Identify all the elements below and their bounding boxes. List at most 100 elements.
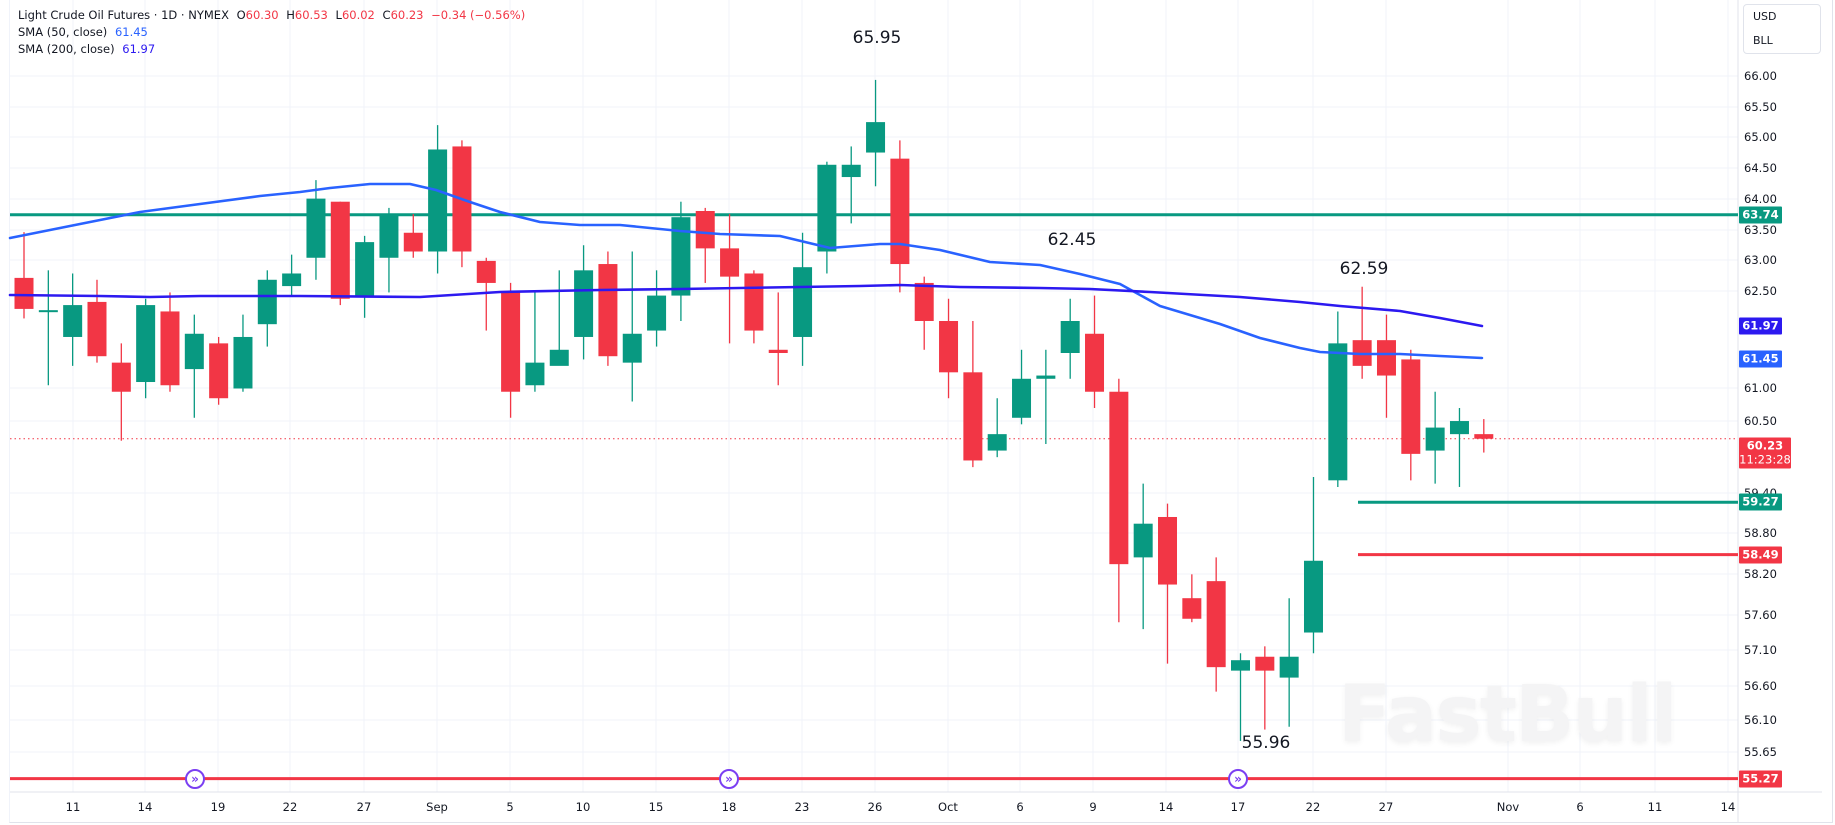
candle[interactable] <box>914 276 934 350</box>
time-tick: 18 <box>721 800 737 814</box>
candle[interactable] <box>1279 598 1299 727</box>
sma50-line[interactable] <box>8 182 1484 360</box>
candle[interactable] <box>1303 477 1323 654</box>
close-value: 60.23 <box>390 8 424 22</box>
candle[interactable] <box>379 207 399 293</box>
candle[interactable] <box>744 270 764 344</box>
candle[interactable] <box>184 314 204 418</box>
candle[interactable] <box>306 180 326 280</box>
price-annotation: 65.95 <box>852 28 902 48</box>
candle[interactable] <box>87 279 107 363</box>
candle[interactable] <box>14 232 34 319</box>
candle[interactable] <box>574 245 594 360</box>
candle[interactable] <box>1401 349 1421 481</box>
candle[interactable] <box>282 254 302 296</box>
candle[interactable] <box>1474 419 1494 453</box>
candle[interactable] <box>1158 503 1178 664</box>
price-tick: 64.50 <box>1744 161 1777 175</box>
candle[interactable] <box>525 292 545 392</box>
candle[interactable] <box>1085 295 1105 408</box>
price-annotation: 62.59 <box>1339 259 1389 279</box>
time-tick: Sep <box>426 800 448 814</box>
candle[interactable] <box>257 270 277 347</box>
candle[interactable] <box>987 398 1007 458</box>
candle[interactable] <box>622 251 642 402</box>
candle[interactable] <box>817 161 837 274</box>
candle[interactable] <box>939 298 959 399</box>
symbol-row[interactable]: Light Crude Oil Futures · 1D · NYMEX O60… <box>18 7 525 24</box>
candle[interactable] <box>671 201 691 321</box>
candle[interactable] <box>501 282 521 418</box>
candle[interactable] <box>1328 311 1348 487</box>
candle[interactable] <box>111 343 131 441</box>
candle[interactable] <box>1182 574 1202 623</box>
candle[interactable] <box>136 298 156 399</box>
candle[interactable] <box>1109 378 1129 623</box>
candle[interactable] <box>890 140 910 293</box>
high-label: H <box>286 8 295 22</box>
unit-selector[interactable]: USD BLL <box>1743 4 1821 54</box>
time-tick: Nov <box>1496 800 1520 814</box>
candle[interactable] <box>355 235 375 318</box>
fast-forward-event-icon[interactable]: » <box>719 769 739 789</box>
candle[interactable] <box>793 232 813 366</box>
candle[interactable] <box>428 125 448 274</box>
candle[interactable] <box>233 314 253 392</box>
candle[interactable] <box>476 257 496 331</box>
price-tick: 58.20 <box>1744 567 1777 581</box>
candle[interactable] <box>720 214 740 344</box>
candle[interactable] <box>768 292 788 386</box>
time-tick: 17 <box>1230 800 1246 814</box>
price-tick: 65.50 <box>1744 100 1777 114</box>
candle[interactable] <box>1206 557 1226 692</box>
candle[interactable] <box>963 320 983 468</box>
sma200-legend[interactable]: SMA (200, close) 61.97 <box>18 41 525 58</box>
fast-forward-event-icon[interactable]: » <box>1228 769 1248 789</box>
candle[interactable] <box>1133 483 1153 630</box>
candle[interactable] <box>598 251 618 366</box>
price-tick: 61.00 <box>1744 381 1777 395</box>
candle[interactable] <box>866 79 886 187</box>
candle[interactable] <box>647 270 667 347</box>
candle[interactable] <box>1036 349 1056 444</box>
price-tag: 61.45 <box>1739 350 1782 368</box>
last-price-tag: 60.23 11:23:28 <box>1739 437 1791 469</box>
price-annotation: 62.45 <box>1047 230 1097 250</box>
candle[interactable] <box>1352 286 1372 379</box>
candle[interactable] <box>38 270 58 386</box>
candle[interactable] <box>841 146 861 224</box>
candle[interactable] <box>330 201 350 306</box>
time-tick: 23 <box>794 800 810 814</box>
unit-label[interactable]: BLL <box>1753 34 1773 47</box>
candle[interactable] <box>1255 646 1275 730</box>
currency-label[interactable]: USD <box>1753 10 1777 23</box>
price-tick: 66.00 <box>1744 69 1777 83</box>
time-tick: 14 <box>1720 800 1736 814</box>
fast-forward-event-icon[interactable]: » <box>185 769 205 789</box>
sma-lines <box>8 182 1484 360</box>
candle[interactable] <box>452 140 472 268</box>
candle[interactable] <box>1376 314 1396 418</box>
candle[interactable] <box>1060 298 1080 379</box>
candle[interactable] <box>695 207 715 283</box>
candle[interactable] <box>160 292 180 392</box>
sma200-line[interactable] <box>8 283 1484 328</box>
sma50-legend[interactable]: SMA (50, close) 61.45 <box>18 24 525 41</box>
price-tick: 56.60 <box>1744 679 1777 693</box>
candle[interactable] <box>209 336 229 405</box>
time-tick: 5 <box>506 800 514 814</box>
candle[interactable] <box>1012 349 1032 425</box>
candle[interactable] <box>1425 391 1445 484</box>
candle[interactable] <box>403 214 423 258</box>
candle[interactable] <box>63 273 83 366</box>
time-tick: 22 <box>1305 800 1321 814</box>
price-tick: 57.10 <box>1744 643 1777 657</box>
candle[interactable] <box>549 270 569 366</box>
chart-legend: Light Crude Oil Futures · 1D · NYMEX O60… <box>18 7 525 58</box>
candle[interactable] <box>1231 653 1250 741</box>
time-tick: 6 <box>1576 800 1584 814</box>
time-tick: 11 <box>1647 800 1663 814</box>
sma50-value: 61.45 <box>114 25 148 39</box>
candle[interactable] <box>1449 407 1469 487</box>
